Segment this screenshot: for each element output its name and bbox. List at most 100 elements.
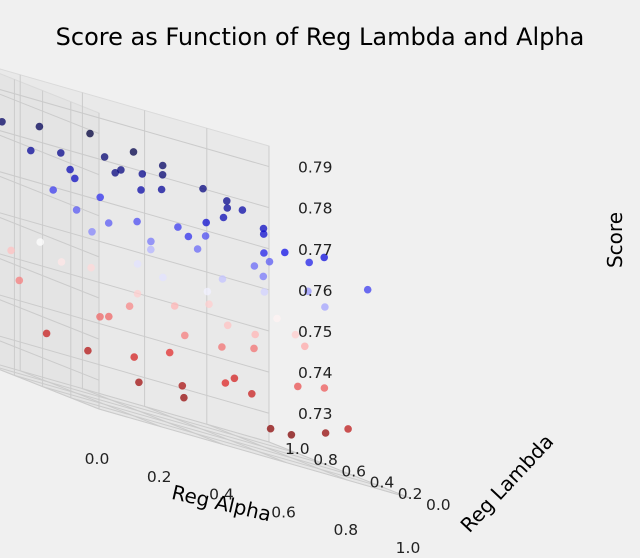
- scatter-point: [205, 300, 213, 309]
- scatter-point: [259, 272, 268, 281]
- scatter-point: [238, 206, 247, 214]
- scatter-point: [223, 321, 232, 330]
- y-tick-label: 1.0: [285, 440, 310, 458]
- scatter-point: [320, 384, 329, 392]
- left-gridline-z: [0, 258, 100, 299]
- scatter-point: [129, 148, 138, 156]
- floor-gridline-x: [20, 370, 162, 428]
- z-tick-label: 0.74: [298, 364, 333, 382]
- y-tick-label: 0.6: [341, 462, 366, 480]
- y-tick-label: 0.4: [370, 474, 395, 492]
- scatter-point: [305, 258, 314, 267]
- left-gridline-z: [0, 93, 100, 135]
- z-axis-label: Score: [603, 212, 627, 268]
- scatter-point: [86, 129, 94, 138]
- scatter-point: [287, 431, 296, 439]
- scatter-point: [180, 393, 188, 402]
- scatter-point: [100, 153, 109, 161]
- chart-title: Score as Function of Reg Lambda and Alph…: [56, 23, 585, 51]
- x-tick-label: 0.4: [209, 486, 234, 504]
- left-gridline-z: [0, 340, 100, 381]
- scatter-point: [250, 262, 259, 270]
- scatter-point: [87, 263, 95, 272]
- scatter-point: [201, 232, 210, 240]
- scatter-point: [71, 174, 79, 183]
- left-gridline-z: [0, 134, 100, 176]
- scatter-point: [260, 249, 268, 257]
- scatter-point: [0, 118, 6, 126]
- floor-gridline-y: [0, 367, 298, 454]
- floor-gridline-y: [70, 397, 382, 488]
- scatter-point: [260, 288, 269, 296]
- scatter-point: [203, 287, 212, 296]
- back-gridline-z: [0, 171, 270, 250]
- scatter-point: [96, 313, 104, 321]
- scatter-point: [363, 285, 372, 294]
- scatter-point: [125, 302, 134, 311]
- floor-gridline-x: [268, 441, 411, 499]
- floor-gridline-x: [82, 388, 224, 446]
- scatter-point: [202, 218, 210, 227]
- x-tick-label: 0.6: [271, 503, 296, 521]
- scatter-point: [259, 230, 268, 238]
- scatter-point: [15, 276, 24, 285]
- scatter-point: [133, 289, 142, 298]
- scatter-point: [157, 185, 166, 194]
- scatter-point: [138, 170, 147, 178]
- y-axis-label: Reg Lambda: [456, 429, 559, 537]
- floor-gridline-y: [14, 374, 326, 465]
- scatter-point: [218, 343, 226, 351]
- z-tick-label: 0.76: [298, 282, 333, 300]
- scatter-point: [251, 330, 259, 339]
- scatter-point: [147, 237, 155, 246]
- scatter-point: [174, 223, 182, 231]
- scatter-point: [184, 232, 193, 241]
- floor-gridline-x: [206, 423, 348, 481]
- floor-gridline-x: [0, 369, 100, 410]
- x-tick-label: 0.0: [85, 450, 110, 468]
- scatter-point: [57, 149, 65, 157]
- left-gridline-z: [0, 299, 100, 340]
- scatter-point: [181, 331, 189, 340]
- z-tick-label: 0.79: [298, 159, 333, 177]
- scatter-point: [49, 186, 57, 194]
- scatter-point: [223, 197, 231, 205]
- scatter-point: [266, 424, 275, 433]
- scatter-point: [218, 275, 227, 283]
- scatter-point: [219, 213, 228, 222]
- scatter-point: [36, 238, 44, 246]
- scatter-point: [88, 228, 96, 236]
- scatter-point: [301, 342, 309, 351]
- scatter-point: [250, 344, 258, 353]
- scatter-point: [117, 166, 125, 174]
- scatter-point: [221, 379, 230, 387]
- floor-gridline-y: [0, 364, 270, 443]
- back-gridline-z: [0, 130, 270, 209]
- scatter-point: [66, 165, 74, 174]
- scatter-point: [130, 353, 138, 361]
- scatter-point: [273, 314, 281, 323]
- scatter-point: [57, 258, 66, 266]
- scatter-point: [321, 303, 329, 311]
- scatter-point: [178, 382, 187, 390]
- back-gridline-z: [0, 335, 270, 414]
- scatter-point: [193, 245, 202, 253]
- left-gridline-z: [0, 217, 100, 258]
- z-tick-label: 0.73: [298, 405, 333, 423]
- scatter-point: [105, 312, 113, 321]
- scatter-point: [72, 206, 81, 214]
- scatter-point: [35, 122, 44, 131]
- x-tick-label: 0.8: [333, 521, 358, 539]
- scatter-point: [133, 217, 141, 226]
- scatter-point: [111, 169, 119, 177]
- scatter-point: [223, 204, 232, 212]
- floor-gridline-y: [98, 408, 411, 499]
- z-tick-label: 0.75: [298, 323, 333, 341]
- x-tick-label: 0.2: [147, 468, 172, 486]
- scatter-point: [320, 253, 329, 262]
- scatter-point: [7, 246, 15, 255]
- scatter-points: [0, 118, 372, 439]
- scatter-point: [104, 219, 113, 227]
- scatter-point: [137, 186, 145, 194]
